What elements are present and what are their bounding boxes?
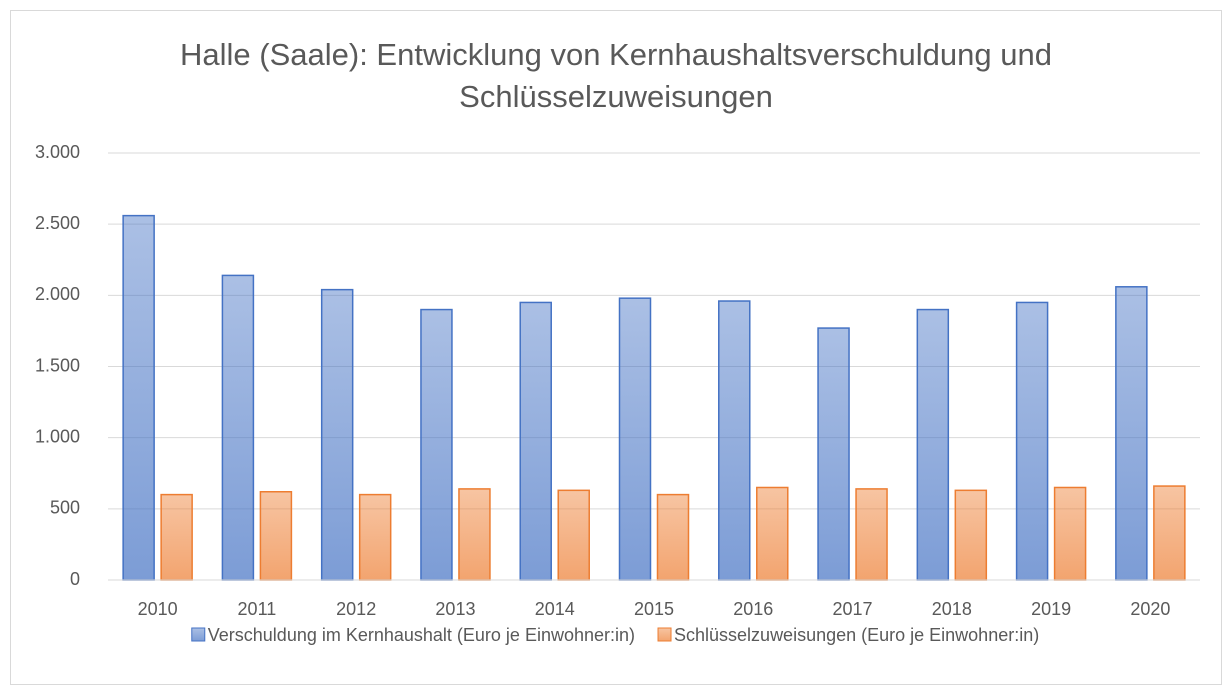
bar (718, 300, 751, 581)
legend-label: Verschuldung im Kernhaushalt (Euro je Ei… (208, 625, 635, 645)
bar (160, 493, 193, 581)
bar (1115, 286, 1148, 581)
bar (954, 489, 988, 581)
x-tick-label: 2015 (634, 599, 674, 619)
x-tick-label: 2013 (435, 599, 475, 619)
bar (221, 274, 255, 581)
x-tick-label: 2010 (138, 599, 178, 619)
bar (519, 301, 552, 581)
bar (557, 489, 590, 581)
x-tick-label: 2016 (733, 599, 773, 619)
legend-swatch (191, 627, 206, 642)
x-tick-label: 2014 (535, 599, 575, 619)
x-tick-label: 2017 (833, 599, 873, 619)
bar (320, 288, 354, 581)
bar (122, 214, 155, 581)
bar (420, 308, 453, 581)
bar (916, 308, 950, 581)
x-tick-label: 2011 (238, 599, 277, 619)
bar (618, 297, 652, 581)
bar (817, 327, 850, 581)
legend-swatch (657, 627, 672, 642)
legend-label: Schlüsselzuweisungen (Euro je Einwohner:… (674, 625, 1039, 645)
bar (358, 493, 392, 581)
x-tick-label: 2018 (932, 599, 972, 619)
y-tick-label: 1.500 (35, 355, 80, 375)
x-tick-label: 2019 (1031, 599, 1071, 619)
y-tick-label: 0 (70, 569, 80, 589)
x-tick-label: 2020 (1130, 599, 1170, 619)
bar (855, 488, 888, 581)
x-tick-label: 2012 (336, 599, 376, 619)
y-tick-label: 1.000 (35, 426, 80, 446)
y-tick-label: 2.000 (35, 284, 80, 304)
bar (1153, 485, 1186, 581)
bar (656, 493, 690, 581)
y-tick-label: 500 (50, 498, 80, 518)
bar (756, 486, 789, 581)
bar (259, 491, 293, 581)
bar (1015, 301, 1049, 581)
bar (458, 488, 491, 581)
chart-title: Halle (Saale): Entwicklung von Kernhaush… (180, 37, 1052, 114)
y-tick-label: 3.000 (35, 142, 80, 162)
bar (1053, 486, 1087, 581)
y-tick-label: 2.500 (35, 213, 80, 233)
